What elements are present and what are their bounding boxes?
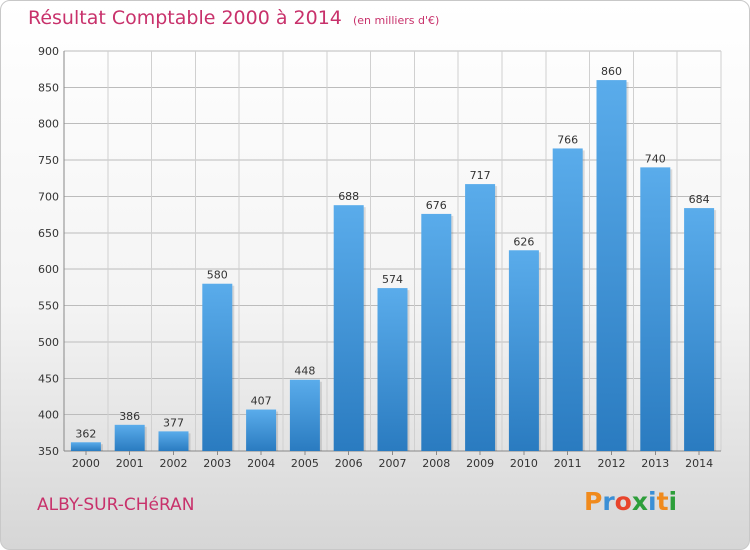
data-label-2014: 684 xyxy=(689,193,710,206)
chart-subtitle: (en milliers d'€) xyxy=(352,14,440,27)
bar-2000 xyxy=(70,442,101,451)
x-tick-label-2011: 2011 xyxy=(554,457,582,470)
data-label-2003: 580 xyxy=(207,269,228,282)
logo-letter: i xyxy=(668,487,678,516)
y-tick-label: 800 xyxy=(38,118,59,131)
bars-layer xyxy=(70,80,717,452)
bar-2010 xyxy=(508,250,539,451)
bar-2007 xyxy=(377,288,408,451)
x-tick-label-2002: 2002 xyxy=(160,457,188,470)
x-tick-label-2012: 2012 xyxy=(598,457,626,470)
bar-2014 xyxy=(684,208,715,451)
data-label-2000: 362 xyxy=(75,427,96,440)
x-tick-label-2009: 2009 xyxy=(466,457,494,470)
y-tick-label: 700 xyxy=(38,190,59,203)
y-tick-label: 450 xyxy=(38,372,59,385)
bar-2012 xyxy=(596,80,627,451)
y-tick-label: 750 xyxy=(38,154,59,167)
bar-2013 xyxy=(640,167,671,451)
bar-2002 xyxy=(158,431,189,451)
chart-title: Résultat Comptable 2000 à 2014 xyxy=(28,7,342,29)
y-tick-label: 900 xyxy=(38,45,59,58)
logo-letter: t xyxy=(656,487,669,516)
data-label-2001: 386 xyxy=(119,410,140,423)
bar-2008 xyxy=(421,213,452,451)
logo-letter: x xyxy=(631,487,648,516)
x-tick-label-2007: 2007 xyxy=(379,457,407,470)
y-tick-label: 850 xyxy=(38,81,59,94)
logo-letter: P xyxy=(584,487,603,516)
place-name: ALBY-SUR-CHéRAN xyxy=(37,495,195,515)
value-labels-layer: 362 386 377 580 407 448 688 574 676 717 626 766 860 7… xyxy=(75,65,709,440)
bar-2003 xyxy=(202,283,233,451)
x-tick-label-2013: 2013 xyxy=(641,457,669,470)
y-tick-label: 550 xyxy=(38,300,59,313)
title-block: Résultat Comptable 2000 à 2014 (en milli… xyxy=(28,7,439,29)
data-label-2012: 860 xyxy=(601,65,622,78)
data-label-2007: 574 xyxy=(382,273,403,286)
data-label-2009: 717 xyxy=(470,169,491,182)
data-label-2011: 766 xyxy=(557,133,578,146)
x-tick-label-2008: 2008 xyxy=(422,457,450,470)
x-tick-label-2005: 2005 xyxy=(291,457,319,470)
y-tick-label: 500 xyxy=(38,336,59,349)
y-tick-label: 650 xyxy=(38,227,59,240)
y-tick-label: 350 xyxy=(38,445,59,458)
data-label-2006: 688 xyxy=(338,190,359,203)
data-label-2002: 377 xyxy=(163,416,184,429)
x-tick-label-2004: 2004 xyxy=(247,457,275,470)
y-tick-label: 400 xyxy=(38,409,59,422)
data-label-2004: 407 xyxy=(251,395,272,408)
x-tick-label-2006: 2006 xyxy=(335,457,363,470)
logo-letter: i xyxy=(648,487,657,516)
proxiti-logo: Proxiti xyxy=(584,487,677,516)
bar-2004 xyxy=(246,409,277,451)
x-tick-label-2001: 2001 xyxy=(116,457,144,470)
bar-2011 xyxy=(552,148,583,452)
data-label-2005: 448 xyxy=(294,365,315,378)
bar-2009 xyxy=(465,184,496,451)
x-tick-label-2000: 2000 xyxy=(72,457,100,470)
x-ticks-layer: 2000 2001 2002 2003 2004 2005 2006 2007 2008 2009… xyxy=(72,451,713,470)
logo-letter: o xyxy=(614,487,632,516)
x-tick-label-2003: 2003 xyxy=(203,457,231,470)
bar-2001 xyxy=(114,424,145,451)
bar-2006 xyxy=(333,205,364,451)
logo-letter: r xyxy=(602,487,615,516)
data-label-2008: 676 xyxy=(426,199,447,212)
y-tick-label: 600 xyxy=(38,263,59,276)
bar-2005 xyxy=(289,379,320,451)
data-label-2010: 626 xyxy=(513,235,534,248)
data-label-2013: 740 xyxy=(645,152,666,165)
x-tick-label-2010: 2010 xyxy=(510,457,538,470)
x-tick-label-2014: 2014 xyxy=(685,457,713,470)
